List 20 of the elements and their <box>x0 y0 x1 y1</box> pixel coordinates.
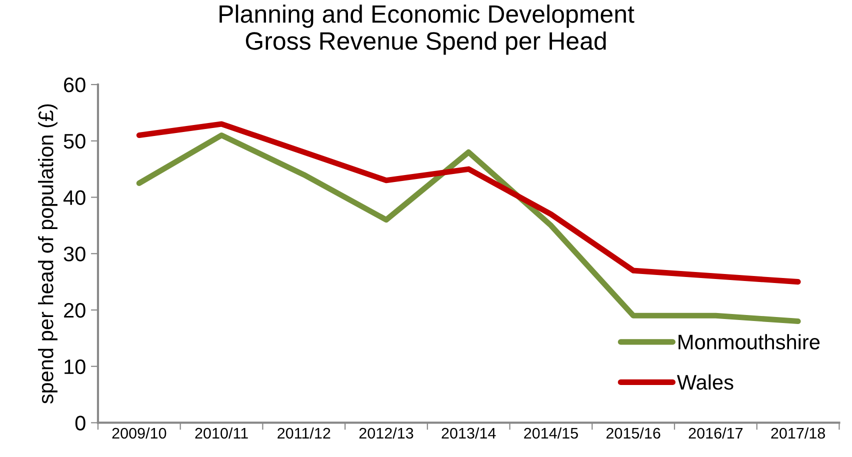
chart-title: Planning and Economic Development Gross Revenue Spend per Head <box>220 4 634 55</box>
x-tick-label: 2012/13 <box>359 427 414 439</box>
y-tick-label: 20 <box>64 303 86 318</box>
y-tick-label: 0 <box>75 416 86 430</box>
x-tick-label: 2014/15 <box>524 427 578 439</box>
x-tick-label: 2013/14 <box>442 427 496 439</box>
x-tick-label: 2016/17 <box>688 427 743 439</box>
y-tick-label: 40 <box>63 190 86 206</box>
x-tick-label: 2017/18 <box>771 427 825 439</box>
y-tick-label: 60 <box>64 78 86 92</box>
x-tick-label: 2010/11 <box>195 427 248 439</box>
y-tick-label: 30 <box>64 246 86 262</box>
y-axis-title: spend per head of population (£) <box>38 104 58 404</box>
legend-label: Wales <box>676 374 734 390</box>
x-tick-label: 2009/10 <box>112 427 166 439</box>
y-tick-label: 50 <box>64 134 86 149</box>
x-tick-label: 2015/16 <box>606 427 660 439</box>
legend-label: Monmouthshire <box>678 334 820 350</box>
y-tick-label: 10 <box>64 359 86 374</box>
x-tick-label: 2011/12 <box>278 427 330 439</box>
